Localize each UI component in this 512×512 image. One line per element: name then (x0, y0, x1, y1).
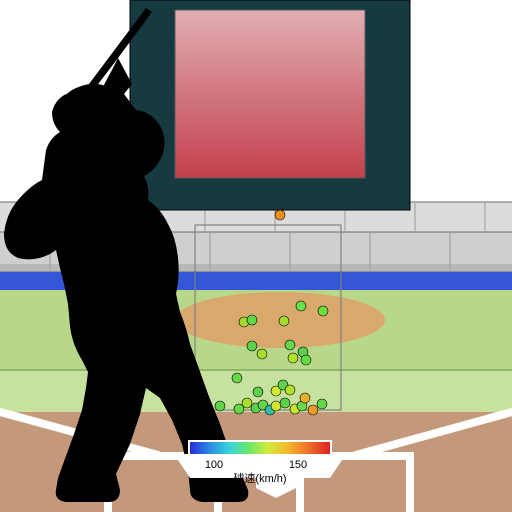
pitch-marker (285, 385, 295, 395)
pitch-marker (285, 340, 295, 350)
pitch-marker (232, 373, 242, 383)
pitch-marker (300, 393, 310, 403)
pitch-marker (247, 315, 257, 325)
pitch-marker (275, 210, 285, 220)
colorbar-label: 球速(km/h) (233, 471, 286, 485)
pitch-chart: 100 150球速(km/h) (0, 0, 512, 512)
pitch-marker (318, 306, 328, 316)
pitch-marker (253, 387, 263, 397)
pitch-marker (288, 353, 298, 363)
pitch-marker (257, 349, 267, 359)
pitch-marker (308, 405, 318, 415)
colorbar-gradient (190, 442, 330, 454)
chart-svg: 100 150球速(km/h) (0, 0, 512, 512)
pitch-marker (296, 301, 306, 311)
pitch-marker (301, 355, 311, 365)
pitch-marker (280, 398, 290, 408)
pitch-marker (317, 399, 327, 409)
pitch-marker (271, 401, 281, 411)
pitch-marker (279, 316, 289, 326)
pitch-marker (215, 401, 225, 411)
pitch-marker (247, 341, 257, 351)
pitch-marker (242, 398, 252, 408)
colorbar-tick: 100 (205, 459, 223, 471)
colorbar-tick: 150 (289, 459, 307, 471)
